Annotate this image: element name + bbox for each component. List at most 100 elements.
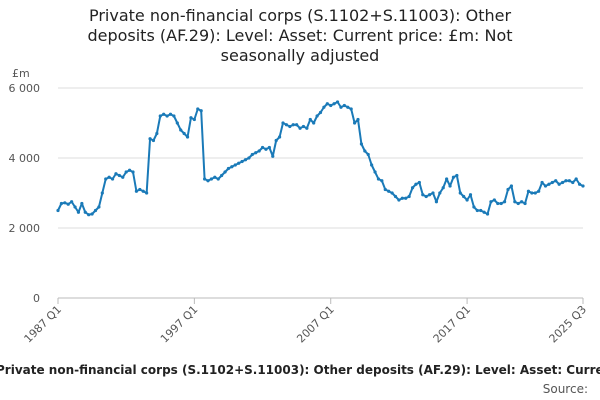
data-point — [451, 175, 456, 179]
data-point — [577, 182, 582, 186]
y-tick-label: 6 000 — [9, 82, 41, 95]
data-point — [547, 182, 551, 186]
data-point — [349, 107, 353, 111]
data-point — [298, 126, 302, 130]
data-point — [312, 121, 316, 125]
legend: Private non-financial corps (S.1102+S.11… — [0, 363, 600, 377]
data-point — [168, 112, 173, 116]
data-point — [567, 179, 571, 183]
data-point — [274, 138, 278, 143]
data-point — [247, 156, 251, 160]
data-point — [66, 202, 70, 206]
data-point — [288, 124, 292, 129]
data-point — [492, 198, 496, 202]
data-point — [581, 184, 585, 188]
data-point — [438, 191, 442, 195]
data-point — [83, 210, 87, 214]
data-point — [376, 177, 381, 181]
data-point — [352, 121, 357, 125]
data-point — [202, 177, 207, 181]
chart-title-line-2: deposits (AF.29): Level: Asset: Current … — [87, 26, 513, 45]
data-point — [226, 166, 231, 171]
x-tick-label: 1997 Q1 — [158, 303, 201, 346]
data-point — [76, 210, 81, 214]
data-point — [407, 194, 411, 199]
data-point — [554, 179, 558, 183]
data-point — [158, 114, 162, 118]
data-point — [370, 163, 374, 167]
data-point — [445, 177, 449, 181]
data-point — [318, 110, 323, 115]
x-tick-label: 2025 Q3 — [547, 303, 590, 346]
data-point — [223, 170, 227, 174]
data-point — [97, 205, 101, 209]
data-point — [131, 170, 135, 174]
data-point — [489, 200, 493, 204]
series-layer — [56, 100, 585, 217]
data-point — [151, 138, 156, 143]
data-point — [455, 173, 459, 178]
data-point — [571, 180, 575, 185]
data-point — [281, 121, 285, 125]
data-point — [230, 165, 234, 169]
data-point — [523, 201, 527, 206]
axes: 0 2 000 4 000 6 000 £m 1987 Q1 1997 Q1 2007 Q1 2… — [9, 67, 590, 345]
data-point — [104, 177, 108, 181]
data-point — [90, 212, 94, 216]
data-point — [284, 123, 289, 127]
data-point — [502, 200, 507, 204]
legend-series-name: Private non-financial corps (S.1102+S.11… — [0, 363, 600, 377]
data-point — [335, 100, 340, 104]
data-point — [80, 201, 84, 206]
data-point — [479, 208, 483, 213]
data-point — [100, 191, 104, 195]
data-point — [496, 201, 500, 206]
data-point — [127, 168, 132, 172]
data-point — [148, 137, 152, 141]
data-point — [530, 191, 534, 195]
data-point — [560, 180, 565, 185]
data-point — [322, 105, 326, 109]
data-point — [513, 200, 517, 204]
data-point — [417, 180, 421, 185]
data-point — [192, 117, 196, 122]
data-point — [93, 208, 98, 213]
data-point — [185, 135, 190, 139]
data-point — [165, 114, 169, 118]
data-point — [301, 124, 306, 129]
data-point — [325, 102, 329, 106]
y-tick-label: 0 — [33, 292, 40, 305]
data-point — [267, 145, 271, 150]
data-point — [421, 193, 425, 197]
data-point — [121, 175, 125, 179]
data-point — [124, 170, 128, 174]
data-point — [308, 117, 312, 122]
data-point — [199, 109, 203, 113]
data-point — [458, 191, 462, 195]
data-point — [393, 194, 398, 199]
data-point — [472, 205, 476, 209]
data-point — [462, 194, 466, 199]
y-tick-label: 2 000 — [9, 222, 41, 235]
data-point — [277, 135, 282, 139]
chart-title-line-1: Private non-financial corps (S.1102+S.11… — [88, 6, 512, 25]
data-point — [427, 193, 432, 197]
data-point — [485, 212, 490, 216]
data-point — [254, 151, 258, 155]
data-point — [499, 201, 503, 206]
data-point — [73, 205, 77, 209]
data-point — [543, 184, 548, 188]
data-point — [172, 114, 176, 118]
gridlines — [58, 87, 583, 229]
data-point — [465, 198, 469, 202]
data-point — [305, 126, 309, 130]
data-point — [448, 184, 452, 188]
data-point — [509, 184, 514, 188]
data-point — [179, 128, 183, 132]
data-point — [506, 187, 510, 192]
data-point — [342, 103, 346, 108]
data-point — [155, 131, 159, 136]
data-point — [291, 123, 295, 127]
data-point — [537, 189, 541, 193]
data-point — [175, 121, 179, 125]
